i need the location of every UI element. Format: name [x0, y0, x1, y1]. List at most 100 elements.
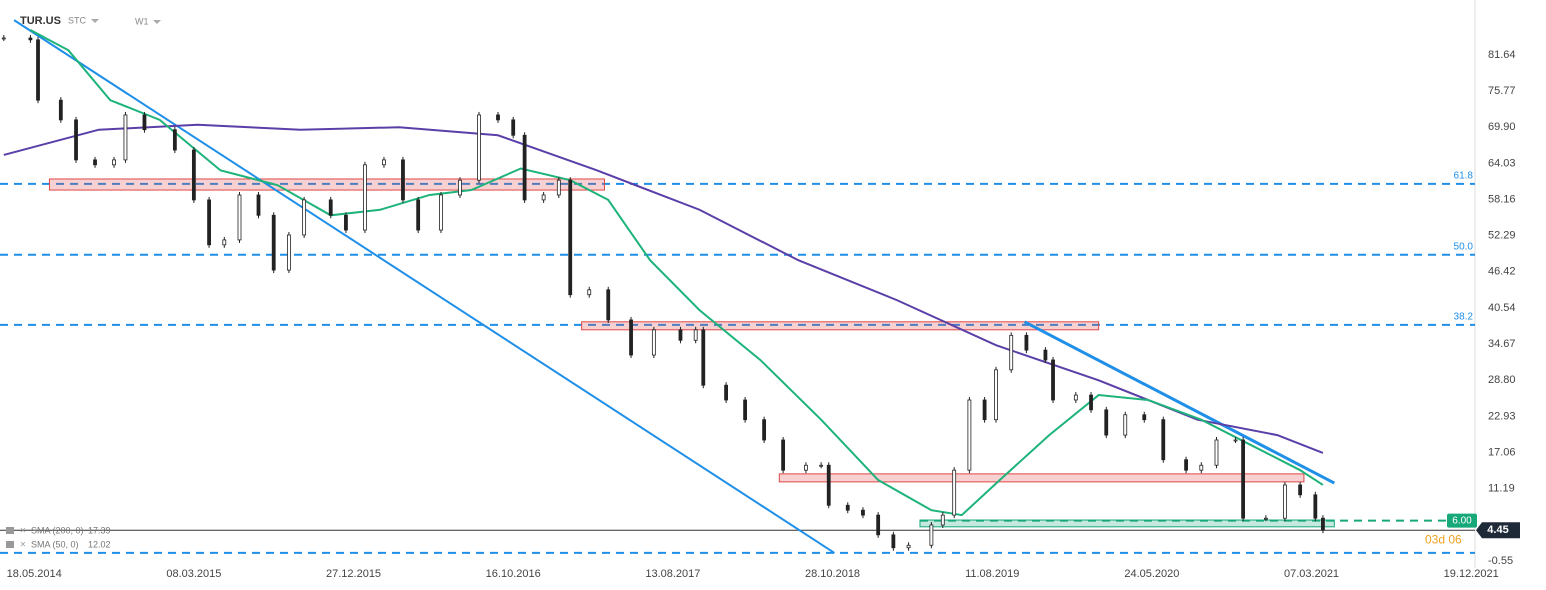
candle-body — [845, 504, 850, 511]
legend-close: × — [20, 540, 26, 551]
candle-body — [1073, 394, 1078, 401]
candle-body — [906, 544, 911, 549]
fib-label: 38.2 — [1454, 312, 1474, 323]
candle-body — [123, 114, 128, 161]
candle-body — [819, 464, 824, 467]
y-tick-label: 46.42 — [1488, 266, 1516, 278]
candle-body — [1009, 334, 1014, 371]
trendline — [1023, 320, 1336, 485]
x-tick-label: 08.03.2015 — [166, 568, 221, 580]
y-tick-label: 17.06 — [1488, 446, 1516, 458]
candle-body — [967, 399, 972, 471]
y-tick-label: 52.29 — [1488, 230, 1516, 242]
symbol[interactable]: TUR.US — [20, 15, 61, 27]
y-tick-label: -0.55 — [1488, 555, 1513, 567]
y-tick-label: 22.93 — [1488, 410, 1516, 422]
target-box — [1447, 513, 1477, 528]
candle-body — [701, 329, 706, 386]
candle-body — [1298, 484, 1303, 496]
x-tick-label: 11.08.2019 — [965, 568, 1019, 580]
candle-body — [982, 399, 987, 421]
candle-body — [401, 159, 405, 201]
x-tick-label: 07.03.2021 — [1284, 568, 1339, 580]
sma-line — [3, 123, 1324, 454]
legend-close: × — [20, 526, 26, 537]
interval[interactable]: W1 — [135, 16, 149, 26]
candle-body — [693, 329, 698, 341]
candle-body — [1283, 484, 1287, 519]
candle-body — [1321, 517, 1325, 531]
last-price-box — [1476, 522, 1520, 539]
candle-body — [328, 199, 333, 216]
last-price-label: 4.45 — [1487, 524, 1508, 536]
candle-body — [416, 199, 421, 231]
fib-label: 50.0 — [1454, 241, 1474, 252]
x-tick-label: 28.10.2018 — [805, 568, 860, 580]
y-tick-label: 28.80 — [1488, 374, 1516, 386]
candle-body — [439, 194, 443, 231]
y-tick-label: 64.03 — [1488, 157, 1516, 169]
x-tick-label: 18.05.2014 — [7, 568, 62, 580]
dropdown-icon[interactable] — [91, 19, 99, 23]
countdown: 03d 06 — [1425, 532, 1462, 546]
candle-body — [1214, 439, 1219, 466]
candle-body — [1264, 517, 1268, 520]
candle-body — [511, 119, 516, 136]
x-tick-label: 19.12.2021 — [1444, 568, 1499, 580]
candle-body — [762, 419, 767, 441]
fib-label: 61.8 — [1454, 171, 1474, 182]
candle-body — [1199, 464, 1204, 471]
zone — [581, 321, 1100, 331]
y-tick-label: 11.19 — [1488, 483, 1515, 495]
candle-body — [1241, 439, 1246, 519]
candle-body — [804, 464, 808, 471]
sma-line — [29, 29, 1324, 517]
candle-body — [541, 194, 546, 201]
x-tick-label: 16.10.2016 — [486, 568, 541, 580]
y-tick-label: 40.54 — [1488, 302, 1516, 314]
candle-body — [287, 234, 291, 271]
candle-body — [222, 239, 227, 246]
zone — [48, 178, 605, 191]
target-label: 6.00 — [1452, 515, 1472, 526]
candle-body — [477, 114, 481, 181]
candle-body — [458, 179, 462, 196]
legend-value: 17.39 — [88, 525, 111, 535]
candle-body — [781, 439, 786, 471]
candle-body — [496, 114, 500, 121]
candle-body — [344, 214, 348, 231]
candle-body — [1123, 414, 1128, 436]
zone — [778, 473, 1305, 483]
candle-body — [587, 289, 592, 296]
candle-body — [302, 199, 307, 236]
candle-body — [826, 464, 831, 506]
candle-body — [207, 199, 211, 246]
candle-body — [142, 114, 147, 131]
candle-body — [522, 134, 527, 201]
candle-body — [74, 119, 78, 161]
dropdown-icon[interactable] — [153, 20, 161, 24]
candle-body — [36, 39, 40, 101]
candle-body — [382, 159, 386, 166]
candle-body — [93, 159, 97, 166]
candle-body — [363, 164, 367, 231]
candle-body — [940, 514, 945, 526]
legend-icon — [6, 527, 14, 534]
x-tick-label: 13.08.2017 — [645, 568, 700, 580]
candle-body — [724, 384, 728, 401]
zone — [919, 519, 1335, 528]
candle-body — [237, 194, 242, 241]
candle-body — [1142, 414, 1147, 421]
candle-body — [629, 319, 633, 356]
y-tick-label: 58.16 — [1488, 193, 1516, 205]
candle-body — [1233, 439, 1238, 442]
source[interactable]: STC — [68, 15, 87, 25]
trendline — [13, 19, 835, 554]
candle-body — [556, 179, 561, 196]
candle-body — [1104, 409, 1109, 436]
candle-body — [256, 194, 261, 216]
legend-name: SMA (200, 0) — [31, 525, 84, 535]
y-tick-label: 75.77 — [1488, 85, 1516, 97]
candle-body — [891, 534, 896, 549]
candle-body — [743, 399, 748, 421]
